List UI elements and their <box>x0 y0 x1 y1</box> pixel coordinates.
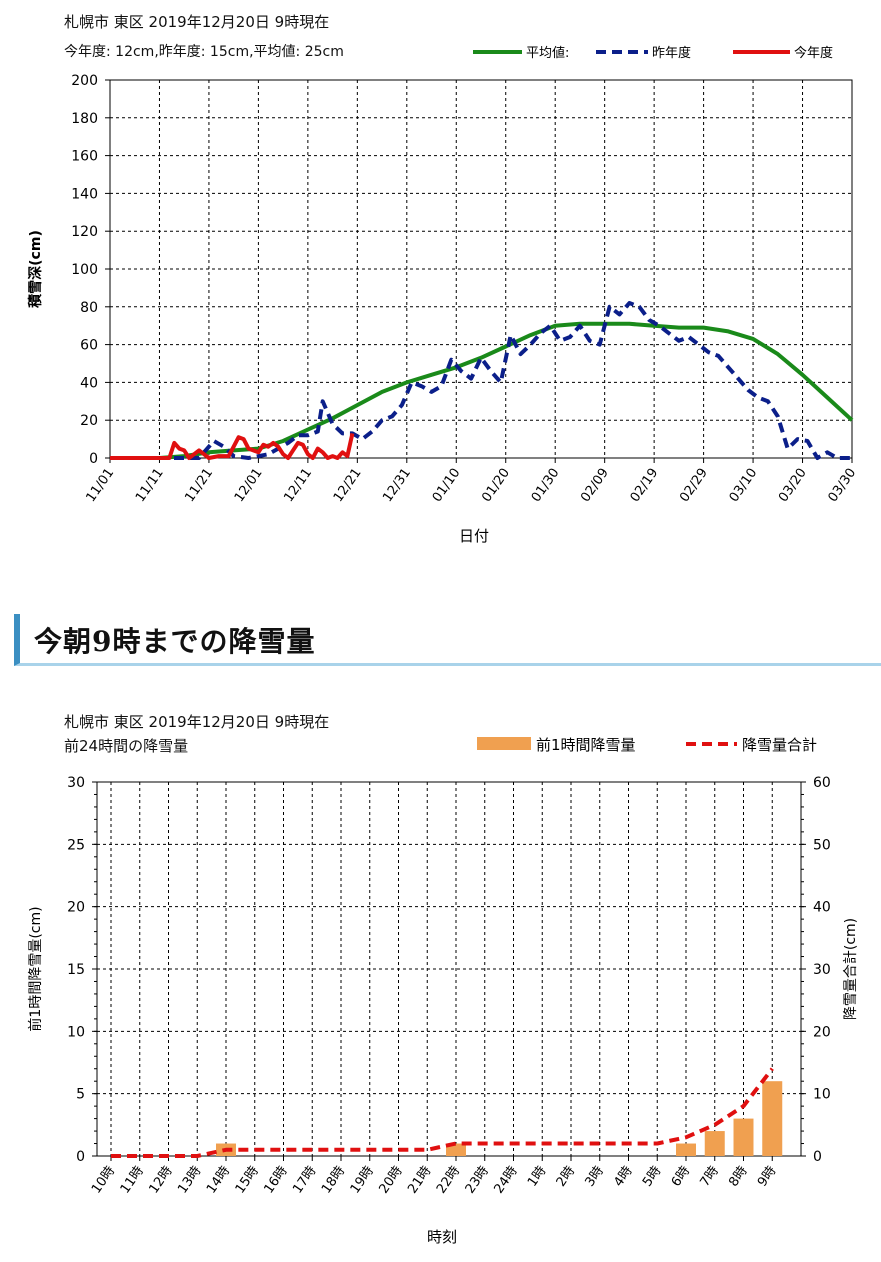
x-tick-label: 17時 <box>290 1164 319 1197</box>
x-tick-label: 12/01 <box>232 466 266 505</box>
x-tick-label: 3時 <box>583 1164 607 1190</box>
y-tick-label: 15 <box>67 962 85 978</box>
y-tick-label: 200 <box>71 73 98 89</box>
series-line-1 <box>110 301 852 460</box>
series-line-0 <box>110 321 854 460</box>
x-tick-label: 6時 <box>669 1164 693 1190</box>
y-tick-label: 10 <box>67 1024 85 1040</box>
x-tick-label: 12/21 <box>331 466 365 505</box>
y-tick-label: 60 <box>80 338 98 354</box>
y-tick-label: 0 <box>76 1149 85 1165</box>
y-axis-label: 積雪深(cm) <box>27 230 44 309</box>
x-tick-label: 01/30 <box>529 466 563 505</box>
x-tick-label: 8時 <box>726 1164 750 1190</box>
x-tick-label: 15時 <box>233 1164 262 1197</box>
x-axis-label: 日付 <box>459 527 489 545</box>
x-tick-label: 19時 <box>348 1164 377 1197</box>
x-tick-label: 01/20 <box>479 466 513 505</box>
y-tick-label: 20 <box>67 900 85 916</box>
legend-label-1: 昨年度 <box>652 45 691 61</box>
y-tick-label: 100 <box>71 262 98 278</box>
x-tick-label: 11時 <box>118 1164 147 1197</box>
y-tick-label: 140 <box>71 186 98 202</box>
chart-title: 札幌市 東区 2019年12月20日 9時現在 <box>64 13 329 31</box>
x-tick-label: 02/19 <box>628 466 662 505</box>
x-axis-label: 時刻 <box>427 1228 457 1246</box>
chart-subtitle: 前24時間の降雪量 <box>64 737 188 755</box>
y-axis-label: 前1時間降雪量(cm) <box>27 906 44 1031</box>
x-tick-label: 02/29 <box>677 466 711 505</box>
y2-tick-label: 30 <box>813 962 831 978</box>
y-tick-label: 0 <box>89 451 98 467</box>
x-tick-label: 12/11 <box>281 466 315 505</box>
y2-tick-label: 0 <box>813 1149 822 1165</box>
y-tick-label: 180 <box>71 111 98 127</box>
x-tick-label: 02/09 <box>578 466 612 505</box>
x-tick-label: 10時 <box>89 1164 118 1197</box>
x-tick-label: 7時 <box>698 1164 722 1190</box>
x-tick-label: 21時 <box>405 1164 434 1197</box>
legend-label-0: 平均値: <box>526 45 569 61</box>
plot-frame <box>96 781 802 1157</box>
y-tick-label: 25 <box>67 837 85 853</box>
y2-tick-label: 60 <box>813 775 831 791</box>
y-tick-label: 5 <box>76 1087 85 1103</box>
x-tick-label: 13時 <box>175 1164 204 1197</box>
x-tick-label: 12/31 <box>380 466 414 505</box>
y2-tick-label: 20 <box>813 1024 831 1040</box>
snowfall-bar <box>762 1081 783 1156</box>
section-heading-text: 今朝9時までの降雪量 <box>34 625 316 658</box>
section-heading: 今朝9時までの降雪量 <box>14 614 881 666</box>
y2-axis-label: 降雪量合計(cm) <box>843 918 859 1020</box>
x-tick-label: 03/20 <box>776 466 810 505</box>
legend-label-line: 降雪量合計 <box>742 736 817 754</box>
x-tick-label: 11/01 <box>83 466 117 505</box>
chart-subtitle: 今年度: 12cm,昨年度: 15cm,平均値: 25cm <box>64 44 344 60</box>
snowfall-bar <box>733 1118 754 1156</box>
chart-title: 札幌市 東区 2019年12月20日 9時現在 <box>64 713 329 731</box>
legend-swatch-bar <box>477 737 531 750</box>
x-tick-label: 5時 <box>640 1164 664 1190</box>
y-tick-label: 120 <box>71 224 98 240</box>
y-tick-label: 30 <box>67 775 85 791</box>
y-tick-label: 40 <box>80 375 98 391</box>
legend-label-bar: 前1時間降雪量 <box>536 736 636 754</box>
x-tick-label: 11/11 <box>133 466 167 505</box>
x-tick-label: 1時 <box>525 1164 549 1190</box>
x-tick-label: 2時 <box>554 1164 578 1190</box>
y-tick-label: 160 <box>71 149 98 165</box>
x-tick-label: 03/10 <box>727 466 761 505</box>
x-tick-label: 01/10 <box>430 466 464 505</box>
snowfall-bar <box>676 1143 696 1156</box>
snowfall-bar <box>704 1131 725 1156</box>
y2-tick-label: 10 <box>813 1087 831 1103</box>
legend-label-2: 今年度 <box>794 45 833 61</box>
snowfall-bar <box>446 1143 466 1156</box>
y2-tick-label: 50 <box>813 837 831 853</box>
y2-tick-label: 40 <box>813 900 831 916</box>
y-tick-label: 80 <box>80 300 98 316</box>
x-tick-label: 03/30 <box>825 466 859 505</box>
y-tick-label: 20 <box>80 413 98 429</box>
x-tick-label: 11/21 <box>182 466 216 505</box>
cumulative-snowfall-line <box>111 1067 774 1158</box>
x-tick-label: 23時 <box>463 1164 492 1197</box>
x-tick-label: 4時 <box>611 1164 635 1190</box>
x-tick-label: 16時 <box>262 1164 291 1197</box>
x-tick-label: 12時 <box>147 1164 176 1197</box>
series-line-2 <box>110 432 355 460</box>
x-tick-label: 24時 <box>492 1164 521 1197</box>
x-tick-label: 18時 <box>319 1164 348 1197</box>
x-tick-label: 14時 <box>204 1164 233 1197</box>
x-tick-label: 9時 <box>755 1164 779 1190</box>
x-tick-label: 20時 <box>377 1164 406 1197</box>
x-tick-label: 22時 <box>434 1164 463 1197</box>
